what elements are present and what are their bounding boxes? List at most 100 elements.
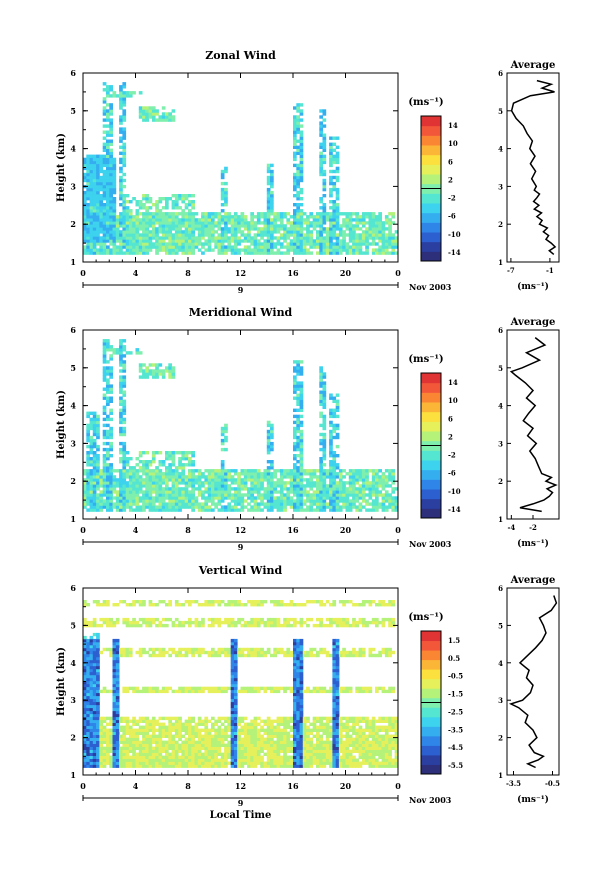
heatmap-cell	[237, 475, 241, 479]
heatmap-cell	[109, 499, 113, 503]
heatmap-cell	[348, 215, 353, 219]
heatmap-cell	[233, 490, 238, 494]
heatmap-cell	[332, 221, 337, 225]
heatmap-cell	[128, 481, 133, 485]
heatmap-cell	[319, 239, 323, 243]
heatmap-cell	[286, 245, 291, 249]
heatmap-cell	[217, 731, 222, 735]
heatmap-cell	[335, 423, 340, 428]
heatmap-cell	[227, 478, 232, 482]
heatmap-cell	[329, 154, 333, 158]
heatmap-cell	[142, 460, 146, 464]
heatmap-cell	[145, 242, 149, 246]
heatmap-cell	[99, 481, 104, 485]
heatmap-cell	[148, 496, 153, 500]
heatmap-cell	[96, 172, 100, 177]
heatmap-cell	[92, 429, 97, 434]
heatmap-cell	[325, 472, 330, 476]
heatmap-cell	[293, 384, 297, 388]
heatmap-cell	[342, 248, 346, 252]
heatmap-cell	[391, 469, 396, 473]
heatmap-cell	[161, 215, 166, 219]
heatmap-cell	[384, 490, 389, 494]
heatmap-cell	[89, 423, 94, 428]
heatmap-cell	[119, 160, 123, 165]
heatmap-cell	[214, 490, 218, 494]
heatmap-cell	[319, 396, 323, 400]
heatmap-cell	[125, 91, 130, 95]
heatmap-cell	[165, 758, 169, 762]
heatmap-cell	[89, 761, 94, 765]
heatmap-cell	[112, 239, 117, 243]
heatmap-cell	[332, 490, 337, 494]
heatmap-cell	[312, 224, 317, 228]
heatmap-cell	[322, 218, 327, 222]
heatmap-cell	[174, 496, 179, 500]
heatmap-cell	[201, 761, 205, 765]
heatmap-cell	[286, 218, 291, 222]
heatmap-cell	[224, 764, 228, 768]
heatmap-cell	[145, 749, 149, 753]
heatmap-cell	[151, 490, 156, 494]
heatmap-cell	[106, 339, 110, 343]
heatmap-cell	[191, 758, 195, 762]
heatmap-cell	[309, 212, 314, 216]
heatmap-cell	[194, 731, 199, 735]
heatmap-cell	[197, 487, 202, 491]
heatmap-cell	[99, 490, 104, 494]
heatmap-cell	[178, 722, 182, 726]
heatmap-cell	[119, 181, 123, 186]
heatmap-cell	[122, 441, 127, 446]
heatmap-cell	[247, 236, 251, 240]
heatmap-cell	[122, 457, 127, 461]
heatmap-cell	[381, 508, 386, 512]
heatmap-cell	[89, 710, 94, 715]
heatmap-cell	[106, 230, 110, 234]
heatmap-cell	[148, 224, 153, 228]
heatmap-cell	[335, 493, 340, 497]
heatmap-cell	[273, 242, 277, 246]
heatmap-cell	[128, 653, 133, 658]
heatmap-cell	[102, 175, 107, 180]
heatmap-cell	[233, 233, 238, 237]
heatmap-cell	[99, 505, 104, 509]
heatmap-cell	[151, 233, 156, 237]
heatmap-cell	[191, 203, 195, 207]
heatmap-cell	[322, 417, 327, 422]
heatmap-cell	[371, 508, 376, 512]
heatmap-cell	[197, 248, 202, 252]
heatmap-cell	[256, 472, 261, 476]
heatmap-cell	[293, 154, 297, 158]
heatmap-cell	[388, 505, 392, 509]
heatmap-cell	[138, 719, 143, 723]
heatmap-cell	[348, 475, 353, 479]
heatmap-cell	[211, 484, 215, 488]
heatmap-cell	[188, 248, 192, 252]
heatmap-cell	[322, 212, 327, 216]
heatmap-cell	[332, 142, 337, 146]
heatmap-cell	[302, 493, 307, 497]
heatmap-cell	[188, 722, 192, 726]
heatmap-cell	[161, 653, 166, 658]
heatmap-cell	[230, 224, 235, 228]
heatmap-cell	[296, 178, 300, 183]
heatmap-cell	[168, 755, 172, 759]
heatmap-cell	[102, 411, 107, 415]
heatmap-cell	[388, 502, 392, 506]
heatmap-cell	[145, 734, 149, 738]
heatmap-cell	[168, 487, 172, 491]
heatmap-cell	[194, 496, 199, 500]
heatmap-cell	[227, 623, 232, 628]
heatmap-cell	[102, 366, 107, 370]
heatmap-cell	[151, 686, 156, 691]
heatmap-cell	[224, 248, 228, 252]
heatmap-cell	[194, 647, 199, 652]
heatmap-cell	[83, 215, 87, 219]
heatmap-cell	[83, 653, 87, 658]
heatmap-cell	[106, 142, 110, 146]
heatmap-cell	[181, 466, 186, 470]
heatmap-cell	[296, 206, 300, 210]
heatmap-cell	[286, 469, 291, 473]
heatmap-cell	[109, 719, 113, 723]
heatmap-cell	[106, 227, 110, 231]
